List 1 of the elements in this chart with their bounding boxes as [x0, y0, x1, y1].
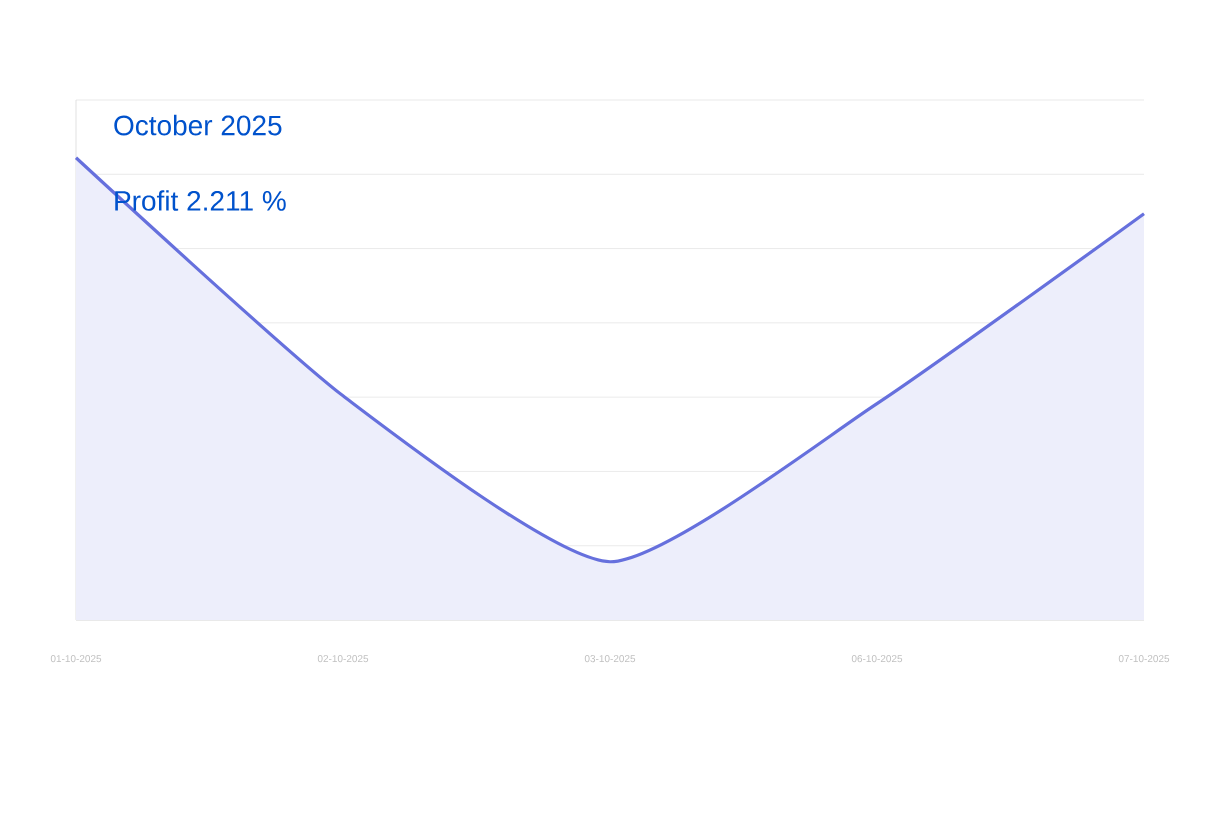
chart-title: October 2025 [114, 114, 282, 136]
